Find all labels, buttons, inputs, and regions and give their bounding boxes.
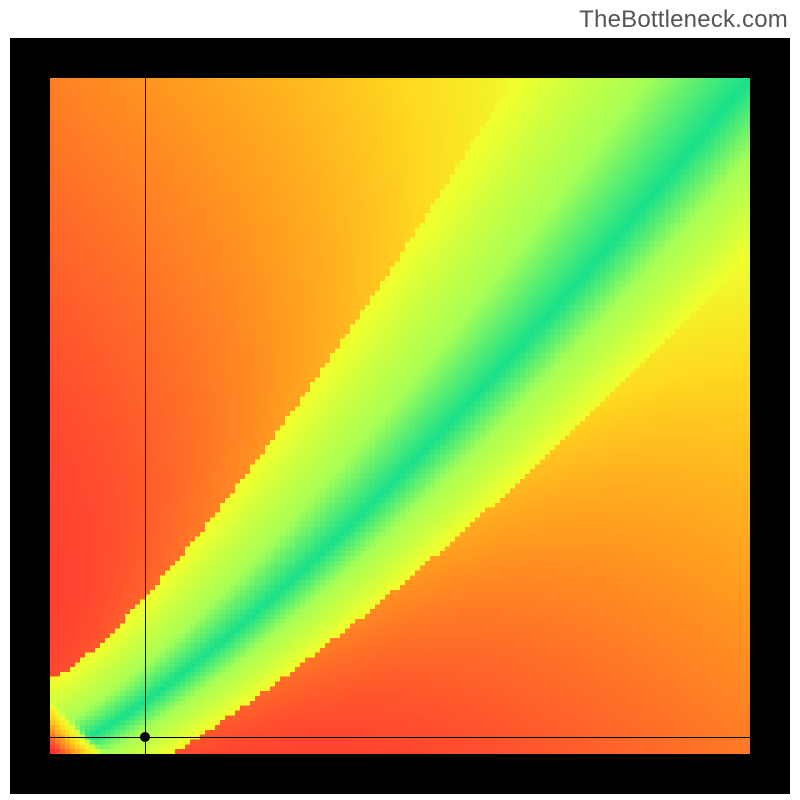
crosshair-marker	[140, 732, 150, 742]
chart-container: TheBottleneck.com	[0, 0, 800, 800]
crosshair-horizontal	[50, 737, 750, 738]
plot-frame	[10, 38, 790, 794]
heatmap-canvas	[50, 78, 750, 754]
watermark-text: TheBottleneck.com	[579, 6, 788, 34]
plot-inner	[50, 78, 750, 754]
crosshair-vertical	[145, 78, 146, 754]
